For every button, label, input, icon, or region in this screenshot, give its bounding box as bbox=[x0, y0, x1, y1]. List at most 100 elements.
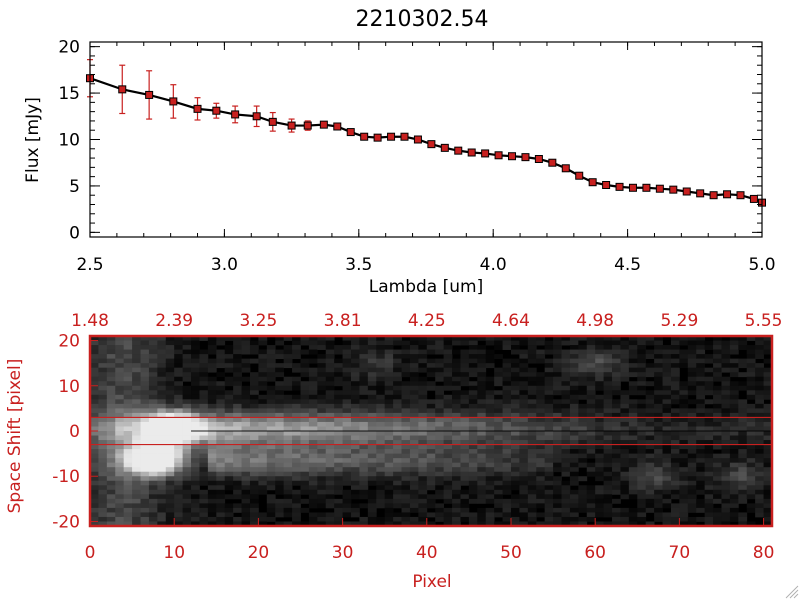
heatmap-cell bbox=[578, 421, 588, 427]
heatmap-cell bbox=[233, 471, 242, 477]
heatmap-cell bbox=[409, 399, 419, 405]
heatmap-cell bbox=[443, 376, 453, 382]
heatmap-cell bbox=[527, 340, 537, 346]
heatmap-cell bbox=[216, 336, 226, 341]
heatmap-cell bbox=[452, 440, 461, 445]
heatmap-cell bbox=[443, 498, 453, 504]
heatmap-cell bbox=[325, 476, 335, 482]
heatmap-cell bbox=[696, 358, 706, 364]
heatmap-cell bbox=[443, 367, 453, 373]
heatmap-cell bbox=[603, 363, 613, 369]
heatmap-cell bbox=[510, 376, 520, 382]
heatmap-cell bbox=[561, 358, 571, 364]
heatmap-cell bbox=[148, 476, 158, 482]
heatmap-cell bbox=[713, 399, 722, 405]
heatmap-cell bbox=[755, 390, 764, 396]
heatmap-cell bbox=[317, 394, 327, 400]
heatmap-cell bbox=[620, 345, 630, 350]
heatmap-cell bbox=[342, 435, 352, 441]
heatmap-cell bbox=[182, 489, 192, 495]
heatmap-cell bbox=[502, 367, 512, 373]
heatmap-cell bbox=[241, 458, 251, 464]
heatmap-cell bbox=[435, 494, 445, 500]
heatmap-cell bbox=[393, 516, 402, 522]
heatmap-cell bbox=[569, 354, 579, 360]
heatmap-cell bbox=[670, 494, 680, 500]
heatmap-cell bbox=[687, 489, 697, 495]
heatmap-cell bbox=[359, 417, 369, 423]
heatmap-cell bbox=[342, 426, 352, 432]
heatmap-cell bbox=[207, 494, 217, 500]
heatmap-cell bbox=[645, 471, 655, 477]
heatmap-cell bbox=[637, 390, 647, 396]
heatmap-cell bbox=[755, 385, 764, 391]
heatmap-cell bbox=[207, 435, 217, 441]
heatmap-cell bbox=[283, 421, 293, 427]
heatmap-cell bbox=[586, 444, 596, 450]
heatmap-cell bbox=[536, 372, 546, 378]
heatmap-cell bbox=[132, 354, 141, 360]
heatmap-cell bbox=[637, 453, 647, 459]
heatmap-cell bbox=[468, 489, 478, 495]
heatmap-cell bbox=[132, 485, 141, 491]
heatmap-cell bbox=[477, 390, 487, 396]
heatmap-cell bbox=[292, 367, 301, 373]
heatmap-cell bbox=[755, 458, 764, 464]
heatmap-cell bbox=[308, 399, 318, 405]
heatmap-cell bbox=[283, 458, 293, 464]
heatmap-cell bbox=[342, 403, 352, 409]
heatmap-cell bbox=[738, 421, 748, 427]
heatmap-cell bbox=[468, 485, 478, 491]
heatmap-cell bbox=[569, 403, 579, 409]
heatmap-cell bbox=[308, 462, 318, 468]
heatmap-cell bbox=[140, 372, 150, 378]
heatmap-cell bbox=[696, 476, 706, 482]
heatmap-cell bbox=[679, 408, 689, 414]
heatmap-cell bbox=[148, 399, 158, 405]
heatmap-cell bbox=[376, 521, 386, 527]
heatmap-cell bbox=[199, 471, 209, 477]
heatmap-cell bbox=[106, 340, 116, 346]
heatmap-cell bbox=[452, 444, 461, 450]
heatmap-cell bbox=[654, 372, 663, 378]
heatmap-cell bbox=[140, 403, 150, 409]
heatmap-cell bbox=[275, 412, 285, 418]
heatmap-cell bbox=[468, 521, 478, 527]
heatmap-cell bbox=[258, 412, 268, 418]
heatmap-cell bbox=[595, 444, 605, 450]
heatmap-cell bbox=[300, 485, 310, 491]
heatmap-cell bbox=[502, 503, 512, 509]
heatmap-cell bbox=[561, 372, 571, 378]
resize-grip-icon[interactable] bbox=[785, 585, 799, 599]
heatmap-cell bbox=[485, 376, 495, 382]
heatmap-cell bbox=[468, 340, 478, 346]
heatmap-cell bbox=[569, 336, 579, 341]
heatmap-cell bbox=[384, 471, 394, 477]
heatmap-cell bbox=[266, 503, 276, 509]
heatmap-cell bbox=[460, 336, 470, 341]
heatmap-cell bbox=[763, 453, 773, 459]
heatmap-cell bbox=[351, 467, 360, 473]
spectral-image-y-label: Space Shift [pixel] bbox=[5, 359, 25, 514]
heatmap-cell bbox=[721, 489, 731, 495]
heatmap-cell bbox=[460, 394, 470, 400]
heatmap-cell bbox=[418, 426, 428, 432]
heatmap-cell bbox=[620, 354, 630, 360]
heatmap-cell bbox=[401, 503, 411, 509]
heatmap-cell bbox=[628, 399, 638, 405]
heatmap-cell bbox=[132, 449, 141, 455]
heatmap-cell bbox=[275, 440, 285, 445]
heatmap-cell bbox=[191, 516, 200, 522]
heatmap-cell bbox=[612, 421, 621, 427]
heatmap-cell bbox=[502, 336, 512, 341]
heatmap-cell bbox=[603, 476, 613, 482]
heatmap-cell bbox=[704, 385, 714, 391]
heatmap-cell bbox=[157, 381, 167, 387]
data-point-marker bbox=[333, 122, 342, 131]
heatmap-cell bbox=[721, 444, 731, 450]
heatmap-cell bbox=[418, 403, 428, 409]
heatmap-cell bbox=[342, 503, 352, 509]
heatmap-cell bbox=[704, 449, 714, 455]
heatmap-cell bbox=[452, 485, 461, 491]
heatmap-cell bbox=[367, 367, 377, 373]
